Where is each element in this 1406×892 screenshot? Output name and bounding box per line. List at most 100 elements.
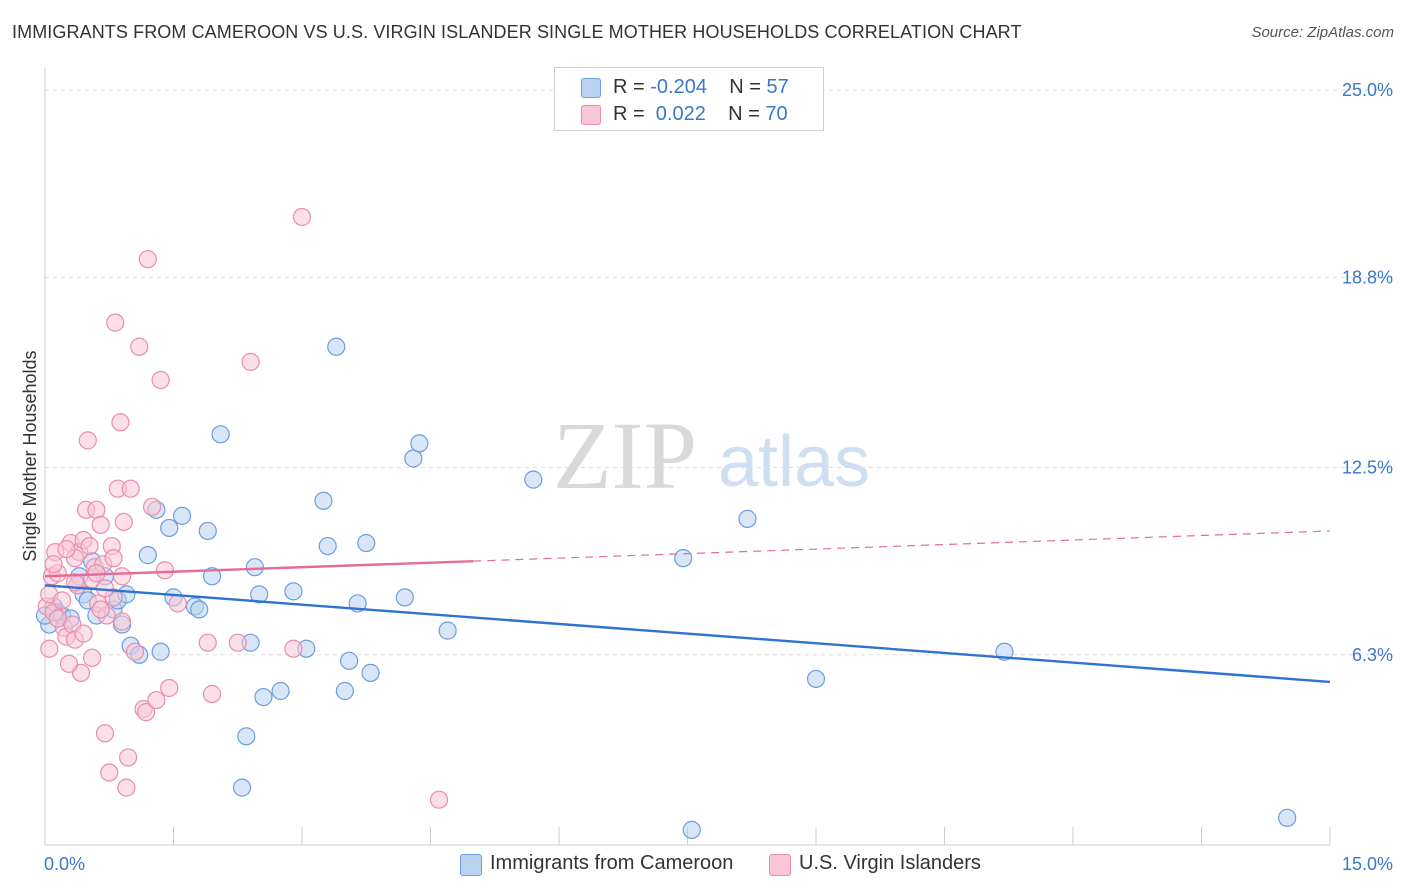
cameroon-point-43 xyxy=(357,533,376,553)
virgin-islander-point-47 xyxy=(160,678,179,698)
cameroon-point-44 xyxy=(361,663,380,682)
cameroon-point-22 xyxy=(172,506,192,525)
virgin-islander-point-69 xyxy=(112,567,132,586)
virgin-islander-point-25 xyxy=(95,724,115,743)
virgin-islander-point-41 xyxy=(136,703,156,722)
bottom-legend-swatch-blue xyxy=(460,854,482,876)
virgin-islander-point-63 xyxy=(48,609,67,628)
tick-labels: 6.3% 12.5% 18.8% 25.0% 0.0% 15.0% xyxy=(44,80,1393,874)
virgin-islander-point-48 xyxy=(168,594,187,613)
virgin-islander-point-14 xyxy=(71,663,91,682)
virgin-islander-point-56 xyxy=(44,555,63,574)
virgin-islander-point-18 xyxy=(80,536,99,556)
cameroon-point-17 xyxy=(138,546,157,565)
cameroon-point-40 xyxy=(335,681,354,701)
legend-n-label: N = xyxy=(729,76,767,98)
legend-r-label: R = xyxy=(613,76,651,98)
watermark-atlas: atlas xyxy=(718,422,870,502)
virgin-islander-point-61 xyxy=(91,600,110,619)
virgin-islander-point-30 xyxy=(106,313,125,332)
virgin-islander-point-39 xyxy=(130,337,149,356)
axes xyxy=(44,68,1331,846)
cameroon-point-34 xyxy=(271,681,290,701)
trend-line-1 xyxy=(44,559,474,578)
cameroon-point-39 xyxy=(327,337,346,356)
bottom-legend-label: Immigrants from Cameroon xyxy=(490,852,734,874)
bottom-legend-swatch-pink xyxy=(769,854,791,876)
legend-r-value: -0.204 xyxy=(650,76,707,98)
cameroon-point-21 xyxy=(160,518,179,538)
virgin-islander-point-43 xyxy=(142,497,162,516)
virgin-islander-point-59 xyxy=(74,624,93,643)
y-tick-label-1: 12.5% xyxy=(1342,458,1393,478)
virgin-islander-point-55 xyxy=(429,790,449,809)
virgin-islander-point-45 xyxy=(151,370,170,390)
x-tick-label-1: 15.0% xyxy=(1342,854,1393,874)
cameroon-point-49 xyxy=(524,470,543,489)
data-points xyxy=(35,207,1297,840)
virgin-islander-point-62 xyxy=(40,639,59,658)
virgin-islander-point-17 xyxy=(78,431,97,450)
legend-swatch-blue xyxy=(581,78,601,98)
cameroon-point-26 xyxy=(202,567,222,586)
cameroon-point-47 xyxy=(410,434,429,453)
source-label: Source: ZipAtlas.com xyxy=(1251,24,1394,41)
cameroon-point-51 xyxy=(682,820,701,840)
cameroon-point-53 xyxy=(806,669,826,689)
cameroon-point-52 xyxy=(738,509,757,528)
correlation-legend: R = -0.204 N = 57 R = 0.022 N = 70 xyxy=(554,67,824,131)
trend-line-0 xyxy=(44,584,1331,684)
cameroon-point-29 xyxy=(245,558,264,577)
cameroon-point-46 xyxy=(404,449,423,468)
cameroon-point-33 xyxy=(232,778,252,797)
cameroon-point-32 xyxy=(237,727,256,746)
watermark-zip: ZIP xyxy=(553,402,697,509)
virgin-islander-point-21 xyxy=(87,500,106,519)
virgin-islander-point-60 xyxy=(83,648,102,667)
cameroon-point-31 xyxy=(254,687,273,707)
trend-line-2 xyxy=(473,530,1331,562)
virgin-islander-point-32 xyxy=(111,413,130,432)
cameroon-point-18 xyxy=(151,642,170,661)
virgin-islander-point-37 xyxy=(121,479,140,498)
virgin-islander-point-53 xyxy=(284,639,303,658)
chart-title: IMMIGRANTS FROM CAMEROON VS U.S. VIRGIN … xyxy=(12,22,1022,42)
cameroon-point-35 xyxy=(284,582,303,601)
virgin-islander-point-54 xyxy=(292,207,312,227)
virgin-islander-point-57 xyxy=(59,654,79,673)
legend-n-value: 57 xyxy=(766,76,789,98)
cameroon-point-24 xyxy=(190,600,209,619)
y-tick-label-3: 25.0% xyxy=(1342,80,1393,100)
cameroon-point-37 xyxy=(318,536,337,556)
virgin-islander-point-68 xyxy=(104,549,123,568)
legend-n-label: N = xyxy=(728,103,766,125)
virgin-islander-point-6 xyxy=(53,591,72,610)
legend-n-value: 70 xyxy=(765,103,788,125)
trend-lines xyxy=(44,530,1331,684)
virgin-islander-point-23 xyxy=(91,515,110,535)
virgin-islander-point-42 xyxy=(138,250,157,269)
virgin-islander-point-64 xyxy=(57,539,76,559)
cameroon-point-25 xyxy=(198,521,217,541)
virgin-islander-point-35 xyxy=(117,778,136,797)
grid-lines xyxy=(45,89,1392,656)
virgin-islander-point-51 xyxy=(228,633,247,652)
legend-r-label: R = xyxy=(613,103,651,125)
virgin-islander-point-34 xyxy=(114,512,133,532)
bottom-legend-label: U.S. Virgin Islanders xyxy=(799,852,981,874)
y-tick-label-2: 18.8% xyxy=(1342,267,1393,287)
virgin-islander-point-27 xyxy=(100,763,119,782)
x-tick-label-0: 0.0% xyxy=(44,854,85,874)
cameroon-point-45 xyxy=(395,588,414,607)
cameroon-point-38 xyxy=(314,491,333,510)
y-axis-label: Single Mother Households xyxy=(20,350,40,561)
cameroon-point-30 xyxy=(250,585,269,604)
cameroon-point-50 xyxy=(674,549,693,568)
legend-r-value: 0.022 xyxy=(650,103,706,125)
virgin-islander-point-33 xyxy=(112,612,132,631)
watermark: ZIP atlas xyxy=(553,402,870,509)
virgin-islander-point-44 xyxy=(147,690,166,710)
y-tick-label-0: 6.3% xyxy=(1352,645,1393,665)
virgin-islander-point-49 xyxy=(198,633,217,652)
